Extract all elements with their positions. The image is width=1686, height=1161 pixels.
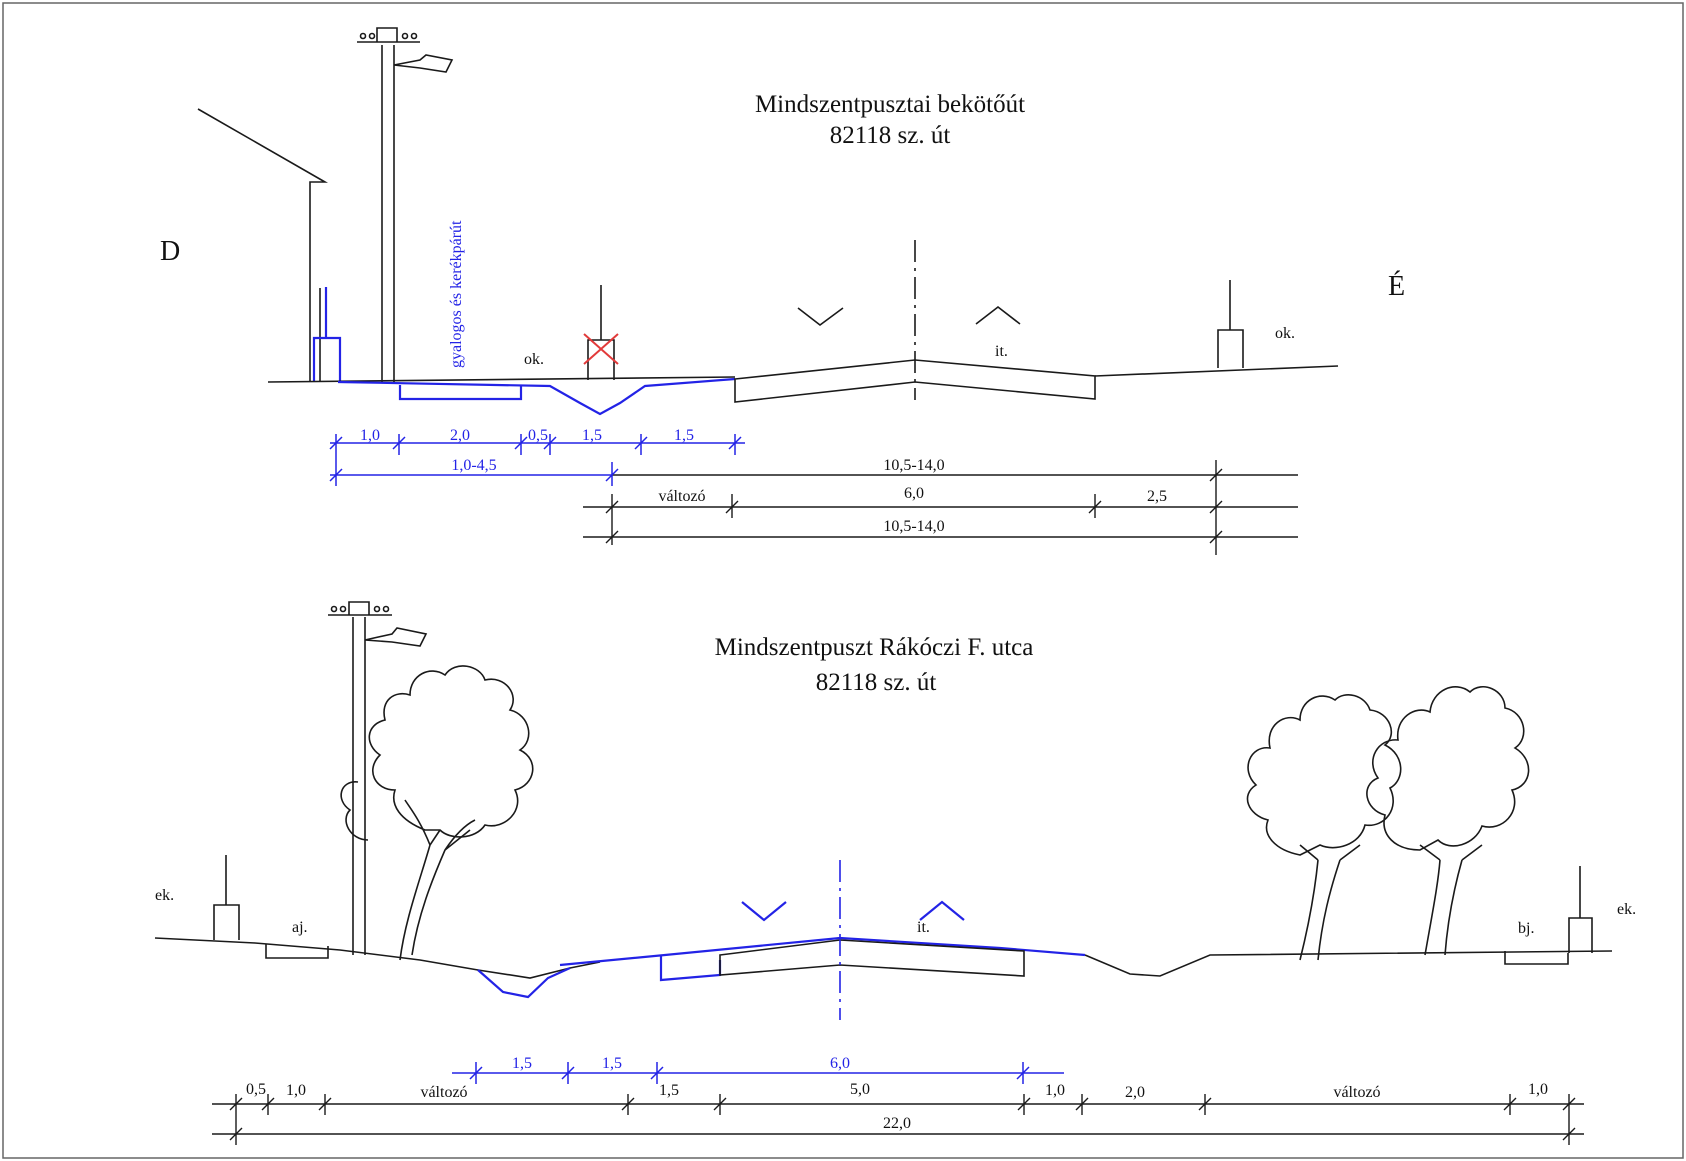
dim-blue-2-1-5b: 1,5 bbox=[602, 1055, 622, 1072]
ground-line-2-right bbox=[1084, 950, 1613, 977]
dim-right-1: 2,5 bbox=[1147, 488, 1167, 505]
dim-2-1-0b: 1,0 bbox=[1045, 1082, 1065, 1099]
dim-blue-0-5: 0,5 bbox=[528, 427, 548, 444]
ditch-blue-2 bbox=[477, 966, 571, 999]
dim-2-1-5: 1,5 bbox=[659, 1082, 679, 1099]
ground-line-1-right bbox=[1094, 365, 1339, 377]
section-1: Mindszentpusztai bekötőút 82118 sz. út D… bbox=[160, 27, 1405, 555]
dim-2-2-0: 2,0 bbox=[1125, 1084, 1145, 1101]
slope-arrow-up-2 bbox=[919, 900, 965, 921]
street-lamp-icon bbox=[357, 27, 454, 382]
direction-north: É bbox=[1388, 271, 1405, 302]
label-ek-left: ek. bbox=[155, 887, 174, 904]
label-bj: bj. bbox=[1518, 920, 1534, 937]
right-pole-2 bbox=[1568, 866, 1593, 953]
path-label: gyalogos és kerékpárút bbox=[448, 220, 465, 368]
dim-2-total: 22,0 bbox=[883, 1115, 911, 1132]
dim-valtozo-1: változó bbox=[658, 488, 705, 505]
dim-total-b: 10,5-14,0 bbox=[883, 518, 944, 535]
section-2-road-number: 82118 sz. út bbox=[816, 669, 937, 696]
dimensions-1: 1,0-4,5 10,5-14,0 változó 6,0 2,5 10,5-1… bbox=[329, 455, 1298, 555]
slope-arrow-down-2 bbox=[741, 901, 787, 922]
blue-fence-post bbox=[312, 287, 342, 382]
dimensions-2: 0,5 1,0 változó 1,5 5,0 1,0 2,0 változó … bbox=[212, 1081, 1584, 1145]
label-ek-right: ek. bbox=[1617, 901, 1636, 918]
direction-south: D bbox=[160, 236, 180, 267]
dim-2-1-0a: 1,0 bbox=[286, 1082, 306, 1099]
section-1-road-number: 82118 sz. út bbox=[830, 122, 951, 149]
tree-icon-left bbox=[340, 665, 534, 961]
label-it: it. bbox=[995, 343, 1008, 360]
driveway-aj bbox=[265, 944, 329, 959]
label-ok-right: ok. bbox=[1275, 325, 1295, 342]
dim-2-0-5: 0,5 bbox=[246, 1081, 266, 1098]
slope-arrow-down bbox=[797, 307, 844, 327]
building-outline bbox=[197, 108, 328, 382]
section-1-title: Mindszentpusztai bekötőút bbox=[755, 91, 1025, 118]
dim-2-5-0: 5,0 bbox=[850, 1081, 870, 1098]
label-aj: aj. bbox=[292, 919, 308, 936]
dim-blue-1-5a: 1,5 bbox=[582, 427, 602, 444]
tree-icon-right-1 bbox=[1246, 694, 1402, 961]
tree-icon-right-2 bbox=[1366, 686, 1530, 956]
dim-2-valtozo-a: változó bbox=[420, 1084, 467, 1101]
footpath-bj bbox=[1504, 951, 1569, 965]
removed-pole-icon bbox=[583, 285, 619, 380]
section-2-title: Mindszentpuszt Rákóczi F. utca bbox=[715, 634, 1034, 661]
dim-range-left: 1,0-4,5 bbox=[451, 457, 496, 474]
dim-road-1: 6,0 bbox=[904, 485, 924, 502]
dim-blue-1-5b: 1,5 bbox=[674, 427, 694, 444]
blue-dimensions-2: 1,5 1,5 6,0 bbox=[452, 1055, 1064, 1084]
dim-2-valtozo-b: változó bbox=[1333, 1084, 1380, 1101]
section-2: Mindszentpuszt Rákóczi F. utca 82118 sz.… bbox=[154, 601, 1636, 1145]
dim-total-a: 10,5-14,0 bbox=[883, 457, 944, 474]
dim-blue-2-6-0: 6,0 bbox=[830, 1055, 850, 1072]
dim-2-1-0c: 1,0 bbox=[1528, 1081, 1548, 1098]
dim-blue-2-1-5a: 1,5 bbox=[512, 1055, 532, 1072]
street-lamp-icon-2 bbox=[328, 601, 428, 955]
path-surface bbox=[337, 377, 736, 416]
label-ok-left: ok. bbox=[524, 351, 544, 368]
ground-line-2 bbox=[154, 937, 601, 979]
blue-dimensions-1: 1,0 2,0 0,5 1,5 1,5 bbox=[329, 427, 745, 455]
right-pole bbox=[1217, 280, 1244, 368]
path-body bbox=[398, 385, 523, 401]
label-it-2: it. bbox=[917, 919, 930, 936]
dim-blue-2-0: 2,0 bbox=[450, 427, 470, 444]
left-pole-2 bbox=[213, 855, 240, 940]
dim-blue-1-0: 1,0 bbox=[360, 427, 380, 444]
slope-arrow-up bbox=[975, 305, 1021, 325]
